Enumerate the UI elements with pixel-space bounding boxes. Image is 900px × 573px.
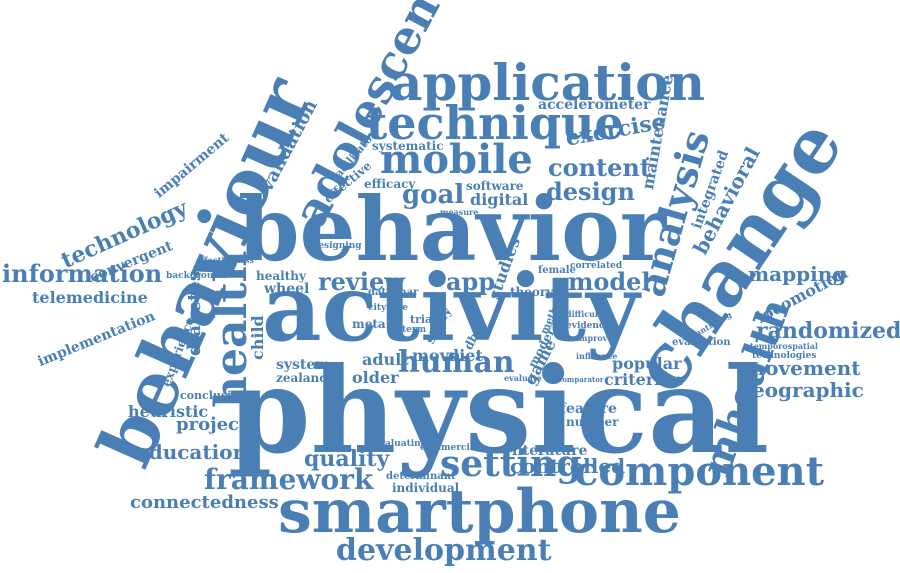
- word-accelerometer: accelerometer: [538, 97, 651, 113]
- word-goal: goal: [402, 180, 465, 210]
- word-temporospatial: temporospatial: [750, 341, 818, 351]
- word-literature: literature: [512, 443, 588, 459]
- word-diet: diet: [448, 346, 483, 365]
- word-model: model: [568, 267, 651, 296]
- word-number: number: [566, 415, 619, 429]
- word-determinant: determinant: [386, 471, 456, 482]
- word-term: term: [402, 325, 427, 335]
- word-project: project: [176, 414, 248, 435]
- word-older: older: [352, 368, 399, 387]
- word-activity: activity: [262, 254, 640, 362]
- word-telemedicine: telemedicine: [32, 288, 148, 307]
- word-mapping: mapping: [748, 262, 847, 286]
- word-evidence: evidence: [566, 321, 611, 331]
- word-conclusion: conclusion: [180, 389, 247, 402]
- word-measure: measure: [440, 207, 479, 217]
- word-controlled: controlled: [510, 454, 626, 478]
- word-efficacy: efficacy: [364, 177, 416, 191]
- word-movement: movement: [744, 356, 861, 380]
- word-influence: influence: [576, 351, 618, 361]
- word-digital: digital: [470, 190, 529, 209]
- word-review: review: [318, 267, 405, 296]
- word-quality: quality: [304, 446, 390, 472]
- word-education: education: [136, 440, 248, 464]
- word-criterion: criterion: [604, 370, 683, 389]
- word-geographic: geographic: [738, 378, 864, 402]
- word-software: software: [466, 179, 524, 193]
- word-component: component: [574, 448, 825, 495]
- word-human: human: [398, 345, 515, 380]
- word-evaluation: evaluation: [672, 337, 731, 348]
- word-connectedness: connectedness: [130, 492, 279, 513]
- word-heuristic: heuristic: [128, 402, 209, 421]
- word-content: content: [548, 153, 651, 182]
- word-effectiveness: effectiveness: [196, 255, 255, 265]
- word-design: design: [546, 177, 635, 206]
- word-theory: theory: [510, 285, 554, 299]
- word-information: information: [2, 259, 163, 288]
- word-mobile: mobile: [380, 136, 533, 183]
- word-designing: designing: [312, 241, 362, 251]
- word-behavior: behavior: [238, 177, 667, 281]
- word-meta: meta: [352, 317, 386, 331]
- word-randomized: randomized: [756, 318, 900, 344]
- word-diabetes: diabetes: [184, 270, 205, 356]
- word-correlated: correlated: [570, 261, 623, 271]
- word-framework: framework: [204, 463, 374, 496]
- word-individual: individual: [392, 481, 460, 495]
- word-evaluate: evaluate: [504, 373, 542, 383]
- word-technique: technique: [366, 96, 624, 150]
- word-cityfage: cityfage: [368, 303, 409, 313]
- word-female: female: [538, 265, 576, 276]
- word-wheel: wheel: [264, 281, 310, 297]
- word-background: background: [166, 271, 227, 281]
- word-systematic: systematic: [372, 139, 444, 153]
- word-evaluating: evaluating: [374, 439, 427, 449]
- word-commercial: commercial: [420, 443, 480, 453]
- word-improve: improve: [576, 333, 613, 343]
- word-technologies: technologies: [752, 351, 817, 361]
- word-child: child: [248, 315, 267, 360]
- word-smartphone: smartphone: [278, 477, 681, 547]
- word-setting: setting: [440, 443, 582, 485]
- word-feature: feature: [560, 401, 617, 417]
- word-popular: popular: [612, 354, 682, 373]
- word-trial: trial: [410, 313, 437, 326]
- word-comparator: comparator: [558, 375, 604, 384]
- word-difficulty: difficulty: [566, 309, 607, 319]
- word-adult: adult: [362, 350, 409, 369]
- word-app: app: [446, 267, 496, 296]
- word-healthy: healthy: [256, 269, 306, 283]
- word-physical: physical: [228, 341, 770, 480]
- word-zealand: zealand: [276, 371, 328, 385]
- word-application: application: [390, 53, 705, 112]
- word-data-mar: data mar: [368, 287, 419, 298]
- word-movn: movn: [412, 346, 461, 365]
- word-development: development: [336, 533, 552, 568]
- word-system: system: [276, 357, 331, 373]
